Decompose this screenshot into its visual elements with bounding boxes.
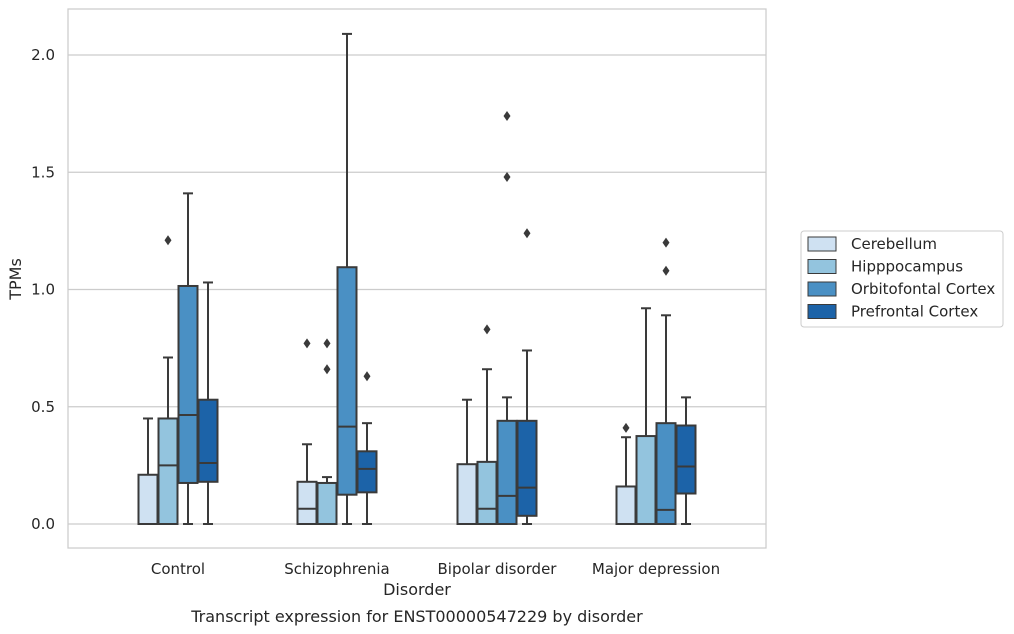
outlier-point (323, 338, 331, 349)
y-tick-label: 0.5 (31, 398, 55, 416)
box-body (137, 473, 159, 526)
outlier-point (164, 235, 172, 246)
outlier-point (363, 371, 371, 382)
x-tick-label: Schizophrenia (284, 560, 389, 578)
box-body (177, 284, 199, 484)
box-0-1 (296, 338, 318, 526)
box-body (316, 481, 338, 525)
box-body (675, 424, 697, 495)
outlier-point (523, 228, 531, 239)
box-body (157, 417, 179, 526)
x-axis-label: Disorder (383, 580, 451, 599)
legend-frame (800, 230, 1004, 328)
y-tick-labels: 0.0 0.5 1.0 1.5 2.0 (31, 46, 55, 533)
legend-swatch (807, 259, 837, 274)
x-tick-label: Major depression (592, 560, 720, 578)
legend-label: Hipppocampus (851, 258, 963, 276)
boxes-layer (137, 32, 697, 526)
box-1-1 (316, 338, 338, 525)
outlier-point (303, 338, 311, 349)
box-3-0 (197, 281, 219, 525)
box-body (516, 419, 538, 517)
legend-label: Orbitofontal Cortex (851, 280, 995, 298)
box-3-2 (516, 228, 538, 525)
outlier-point (483, 324, 491, 335)
legend-swatch (807, 236, 837, 252)
box-1-0 (157, 235, 179, 526)
y-tick-label: 2.0 (31, 46, 55, 64)
box-3-1 (356, 371, 378, 525)
outlier-point (662, 265, 670, 276)
y-tick-label: 1.5 (31, 163, 55, 181)
legend-swatch (807, 281, 837, 297)
box-body (197, 398, 219, 483)
box-body (615, 485, 637, 526)
legend-label: Prefrontal Cortex (851, 303, 978, 321)
legend-label: Cerebellum (851, 235, 937, 253)
plot-frame (67, 8, 767, 549)
y-axis-label: TPMs (6, 258, 25, 301)
outlier-point (503, 171, 511, 182)
box-2-2 (496, 110, 518, 526)
outlier-point (323, 364, 331, 375)
box-2-1 (336, 32, 358, 525)
outlier-point (622, 422, 630, 433)
box-body (356, 450, 378, 494)
box-0-3 (615, 422, 637, 526)
outlier-point (662, 237, 670, 248)
box-body (456, 463, 478, 526)
legend: Cerebellum Hipppocampus Orbitofontal Corte… (800, 230, 1004, 328)
box-2-0 (177, 192, 199, 525)
box-body (496, 419, 518, 526)
x-tick-label: Control (151, 560, 205, 578)
box-0-0 (137, 417, 159, 526)
box-body (476, 460, 498, 526)
outlier-point (503, 110, 511, 121)
y-tick-label: 0.0 (31, 515, 55, 533)
box-3-3 (675, 396, 697, 525)
box-0-2 (456, 398, 478, 526)
chart-caption: Transcript expression for ENST0000054722… (190, 607, 643, 626)
legend-swatch (807, 304, 837, 319)
box-body (336, 266, 358, 496)
box-2-3 (655, 237, 677, 526)
y-tick-label: 1.0 (31, 281, 55, 299)
box-1-2 (476, 324, 498, 526)
x-tick-labels: Control Schizophrenia Bipolar disorder Majo… (151, 560, 720, 578)
box-body (296, 480, 318, 526)
box-body (655, 422, 677, 526)
box-1-3 (635, 307, 657, 525)
box-body (635, 435, 657, 525)
x-tick-label: Bipolar disorder (438, 560, 558, 578)
